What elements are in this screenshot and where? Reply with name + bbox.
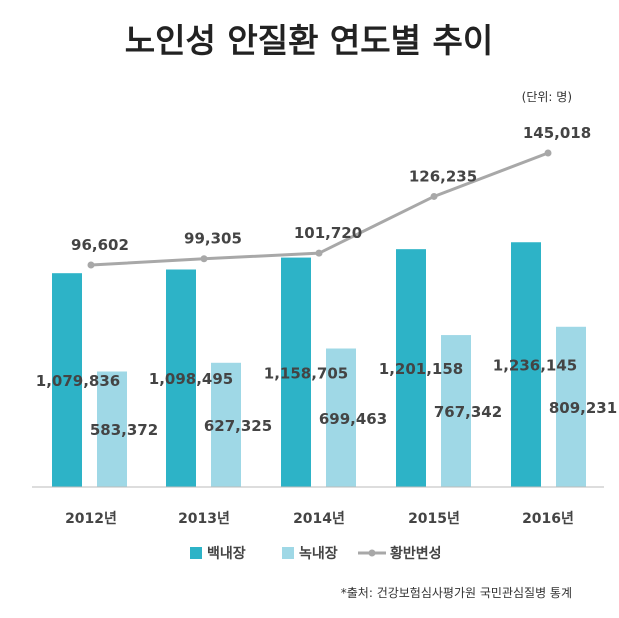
data-label-cataract: 1,236,145 [493, 357, 577, 375]
data-label-glaucoma: 583,372 [90, 421, 158, 439]
line-point-macular [200, 255, 208, 263]
data-label-glaucoma: 809,231 [549, 399, 617, 417]
x-axis-labels: 2012년 2013년 2014년 2015년 2016년 [65, 511, 574, 527]
legend-swatch [190, 547, 202, 559]
data-label-cataract: 1,158,705 [264, 364, 348, 382]
data-label-macular: 96,602 [71, 236, 129, 254]
x-tick-label: 2012년 [65, 511, 117, 527]
bar-glaucoma [441, 335, 471, 487]
legend-label: 백내장 [207, 545, 246, 562]
data-label-cataract: 1,079,836 [36, 372, 120, 390]
data-label-macular: 99,305 [184, 230, 242, 248]
data-label-cataract: 1,201,158 [379, 360, 463, 378]
bar-cataract [52, 273, 82, 487]
legend-swatch [282, 547, 294, 559]
x-tick-label: 2014년 [293, 511, 345, 527]
x-tick-label: 2016년 [522, 511, 574, 527]
plot-area: 1,079,836 583,372 1,098,495 627,325 1,158,70… [36, 124, 617, 487]
data-label-glaucoma: 767,342 [434, 403, 502, 421]
chart-title: 노인성 안질환 연도별 추이 [125, 21, 493, 60]
legend: 백내장 녹내장 황반변성 [190, 545, 442, 562]
legend-label: 녹내장 [299, 545, 338, 562]
bar-glaucoma [211, 362, 241, 487]
x-tick-label: 2015년 [408, 511, 460, 527]
line-point-macular [544, 149, 552, 157]
source-note: *출처: 건강보험심사평가원 국민관심질병 통계 [341, 586, 572, 600]
bar-cataract [281, 257, 311, 487]
legend-swatch-marker [368, 549, 376, 557]
unit-note: (단위: 명) [522, 90, 572, 104]
x-tick-label: 2013년 [178, 511, 230, 527]
data-label-glaucoma: 699,463 [319, 410, 387, 428]
bar-glaucoma [97, 371, 127, 487]
bar-cataract [396, 249, 426, 487]
line-point-macular [315, 249, 323, 257]
data-label-glaucoma: 627,325 [204, 417, 272, 435]
data-label-macular: 126,235 [409, 167, 477, 185]
data-label-macular: 101,720 [294, 224, 362, 242]
line-point-macular [87, 261, 95, 269]
data-label-cataract: 1,098,495 [149, 370, 233, 388]
bar-glaucoma [326, 348, 356, 487]
bar-cataract [511, 242, 541, 487]
legend-label: 황반변성 [390, 545, 442, 562]
bar-cataract [166, 269, 196, 487]
data-label-macular: 145,018 [523, 124, 591, 142]
bar-glaucoma [556, 326, 586, 487]
line-point-macular [430, 192, 438, 200]
